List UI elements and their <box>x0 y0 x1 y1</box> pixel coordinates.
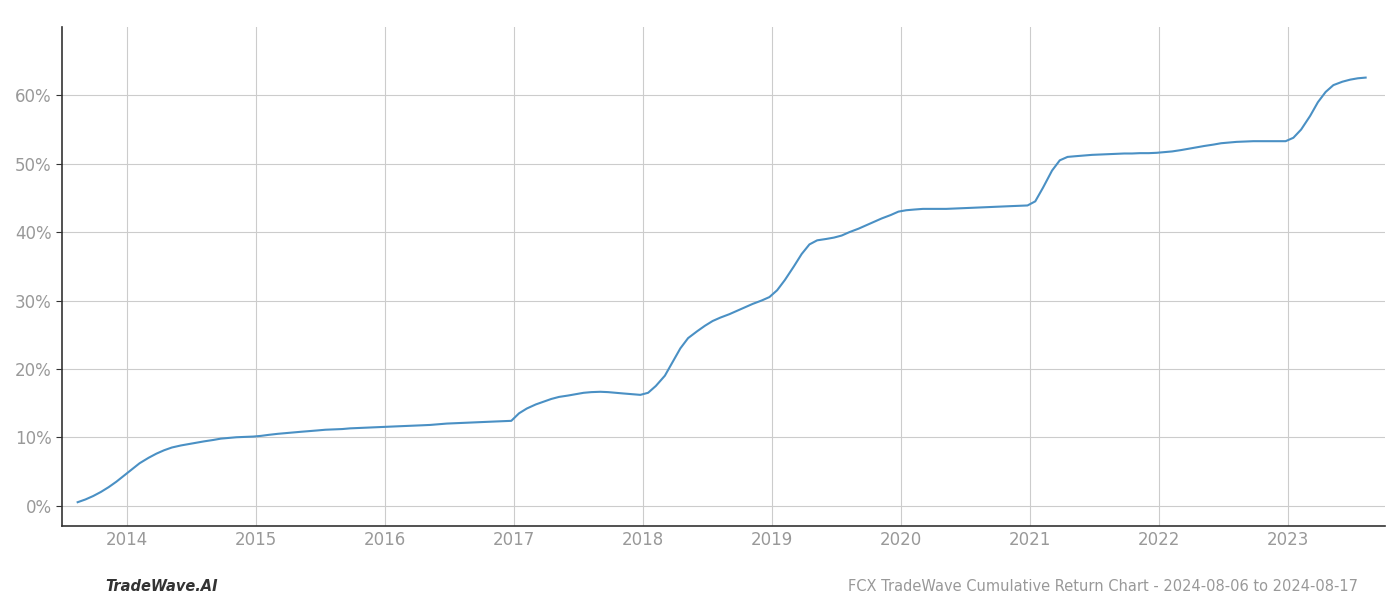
Text: TradeWave.AI: TradeWave.AI <box>105 579 217 594</box>
Text: FCX TradeWave Cumulative Return Chart - 2024-08-06 to 2024-08-17: FCX TradeWave Cumulative Return Chart - … <box>848 579 1358 594</box>
